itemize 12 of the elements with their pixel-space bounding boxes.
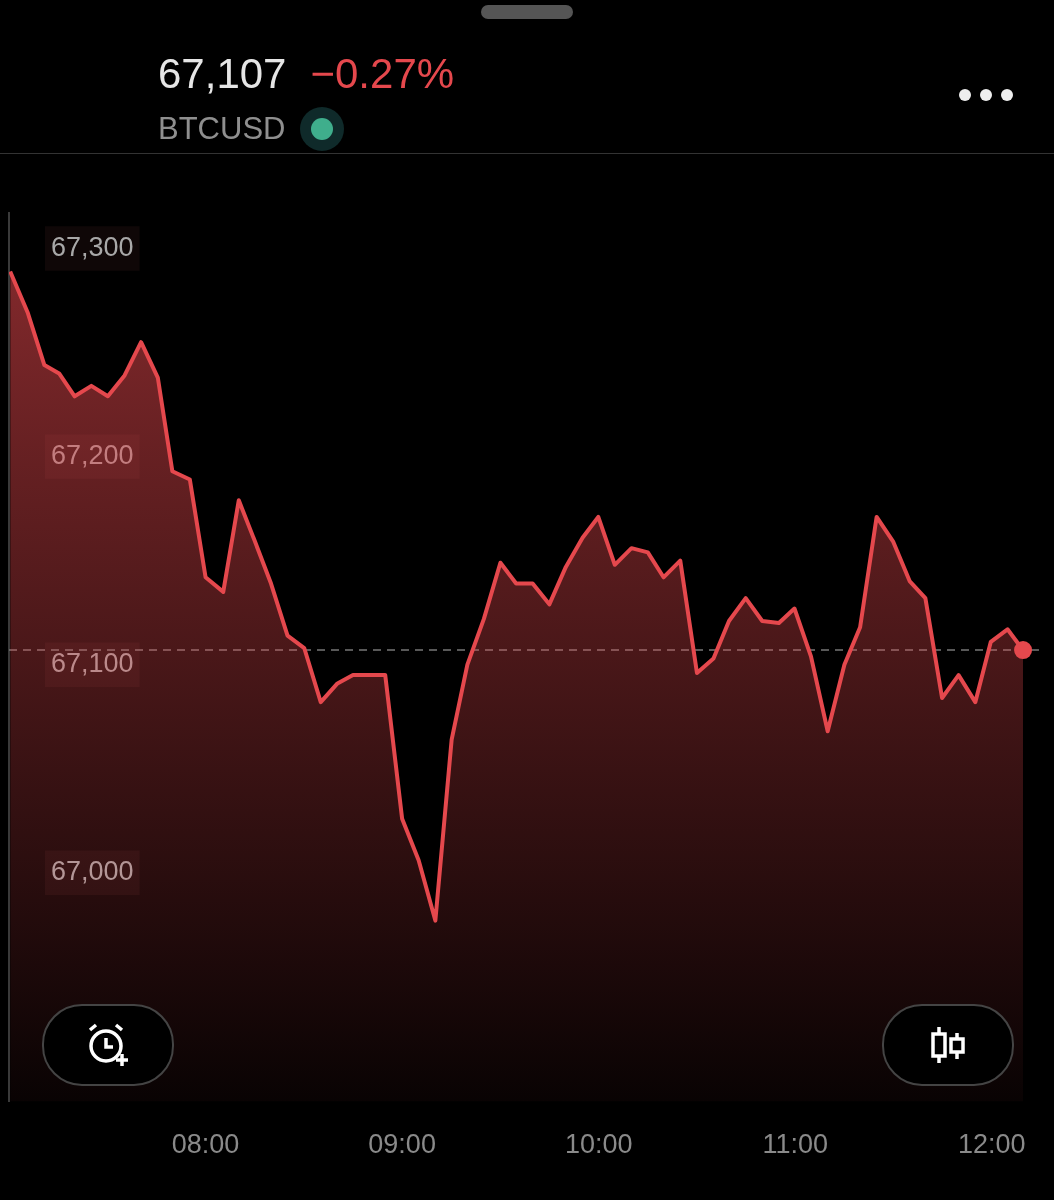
x-tick-label: 12:00	[958, 1129, 1026, 1160]
x-tick-label: 08:00	[171, 1129, 240, 1160]
chart-title: 67,107	[158, 50, 287, 98]
x-tick-label: 10:00	[564, 1129, 633, 1160]
chart-subtitle: BTCUSD	[158, 111, 286, 147]
y-tick-label: 67,000	[51, 856, 134, 887]
y-tick-label: 67,300	[51, 232, 134, 263]
x-tick-label: 11:00	[762, 1129, 829, 1160]
y-tick-label: 67,100	[51, 648, 134, 679]
text: −0.27%	[310, 50, 455, 98]
x-tick-label: 09:00	[368, 1129, 436, 1160]
y-tick-label: 67,200	[51, 440, 134, 471]
